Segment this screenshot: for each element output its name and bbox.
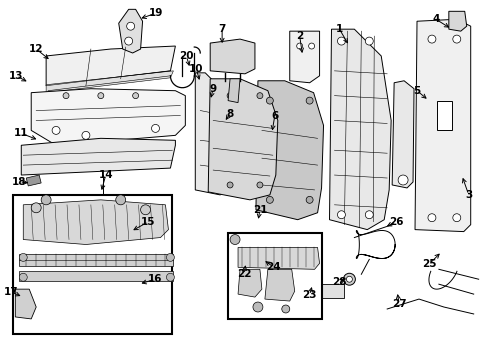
Circle shape	[98, 93, 103, 99]
Text: 20: 20	[179, 51, 193, 61]
Text: 12: 12	[29, 44, 43, 54]
Text: 28: 28	[331, 277, 346, 287]
Circle shape	[296, 43, 302, 49]
Circle shape	[82, 131, 90, 139]
Text: 16: 16	[148, 274, 163, 284]
Circle shape	[151, 125, 159, 132]
Circle shape	[308, 43, 314, 49]
Circle shape	[132, 93, 138, 99]
Circle shape	[141, 205, 150, 215]
Text: 8: 8	[226, 108, 233, 118]
Text: 17: 17	[4, 287, 19, 297]
Text: 14: 14	[98, 170, 113, 180]
Text: 13: 13	[9, 71, 23, 81]
Text: 27: 27	[391, 299, 406, 309]
Circle shape	[226, 182, 233, 188]
Circle shape	[343, 273, 355, 285]
Text: 2: 2	[295, 31, 303, 41]
Circle shape	[226, 93, 233, 99]
Circle shape	[230, 235, 240, 244]
Text: 26: 26	[388, 217, 403, 227]
Text: 10: 10	[189, 64, 203, 74]
Polygon shape	[238, 269, 262, 297]
Polygon shape	[208, 79, 277, 200]
Polygon shape	[210, 39, 254, 74]
Circle shape	[427, 35, 435, 43]
Text: 4: 4	[431, 14, 439, 24]
Text: 22: 22	[236, 269, 251, 279]
Polygon shape	[119, 9, 142, 53]
Text: 23: 23	[302, 290, 316, 300]
Circle shape	[427, 214, 435, 222]
Circle shape	[305, 196, 312, 203]
Text: 19: 19	[148, 8, 163, 18]
Bar	[19, 255, 173, 266]
Circle shape	[166, 273, 174, 281]
Circle shape	[452, 35, 460, 43]
Circle shape	[346, 276, 352, 282]
Bar	[19, 271, 173, 281]
Circle shape	[337, 37, 345, 45]
Polygon shape	[264, 269, 294, 301]
Circle shape	[166, 253, 174, 261]
Polygon shape	[15, 289, 36, 319]
Polygon shape	[23, 200, 168, 244]
Text: 25: 25	[421, 259, 435, 269]
Polygon shape	[195, 73, 247, 195]
Circle shape	[452, 214, 460, 222]
Text: 11: 11	[14, 129, 28, 138]
Circle shape	[52, 126, 60, 134]
Polygon shape	[391, 81, 413, 188]
Polygon shape	[21, 138, 175, 175]
Polygon shape	[46, 46, 175, 86]
Polygon shape	[289, 31, 319, 83]
Text: 7: 7	[218, 24, 225, 34]
Text: 15: 15	[141, 217, 156, 227]
Circle shape	[281, 305, 289, 313]
Bar	[304, 284, 344, 298]
Circle shape	[305, 97, 312, 104]
Circle shape	[31, 203, 41, 213]
Circle shape	[124, 37, 132, 45]
Text: 1: 1	[335, 24, 343, 34]
Circle shape	[252, 302, 263, 312]
Circle shape	[266, 97, 273, 104]
Circle shape	[41, 195, 51, 205]
Text: 24: 24	[266, 262, 281, 272]
Text: 21: 21	[252, 205, 266, 215]
Circle shape	[266, 196, 273, 203]
Polygon shape	[227, 79, 240, 103]
Circle shape	[19, 253, 27, 261]
Circle shape	[365, 37, 372, 45]
Polygon shape	[31, 89, 185, 145]
Bar	[13, 195, 172, 334]
Polygon shape	[414, 19, 470, 231]
Text: 5: 5	[412, 86, 420, 96]
Polygon shape	[46, 71, 173, 93]
Polygon shape	[255, 81, 323, 220]
Polygon shape	[238, 247, 319, 269]
Text: 6: 6	[271, 111, 278, 121]
Polygon shape	[329, 29, 390, 230]
Circle shape	[256, 93, 263, 99]
Circle shape	[365, 211, 372, 219]
Text: 18: 18	[12, 177, 26, 187]
Circle shape	[397, 175, 407, 185]
Bar	[436, 100, 451, 130]
Circle shape	[116, 195, 125, 205]
Text: 3: 3	[464, 190, 471, 200]
Circle shape	[63, 93, 69, 99]
Circle shape	[256, 182, 263, 188]
Circle shape	[126, 22, 134, 30]
Text: 9: 9	[209, 84, 216, 94]
Polygon shape	[26, 175, 41, 186]
Circle shape	[19, 273, 27, 281]
Polygon shape	[448, 11, 466, 31]
Bar	[227, 233, 321, 319]
Circle shape	[337, 211, 345, 219]
